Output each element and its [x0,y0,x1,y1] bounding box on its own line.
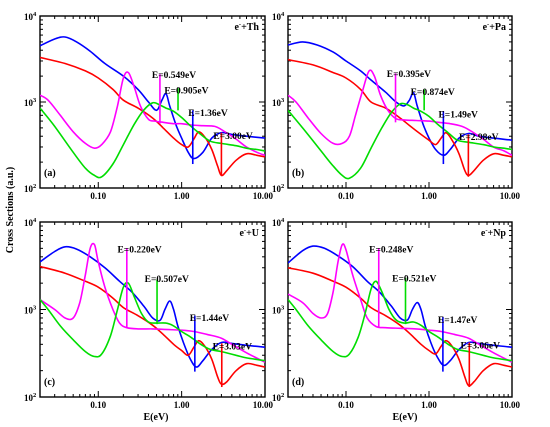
series-line-3 [40,71,265,157]
resonance-label: E=0.521eV [392,274,436,284]
y-tick-label: 102 [272,183,284,194]
x-tick-label: 10.00 [253,400,274,410]
series-group [40,36,265,179]
panel-label: (c) [44,377,55,388]
resonance-label: E=3.03eV [213,342,253,352]
x-tick-label: 1.00 [421,191,437,201]
x-tick-label: 1.00 [174,191,190,201]
resonance-label: E=1.36eV [188,109,228,119]
resonance-label: E=1.44eV [190,314,230,324]
y-axis-label: Cross Sections (a.u.) [5,167,16,253]
series-line-1 [288,41,512,157]
x-tick-label: 0.10 [338,191,354,201]
x-tick-label: 1.00 [421,400,437,410]
resonance-label: E=0.905eV [164,87,208,97]
series-line-2 [288,267,512,387]
y-tick-label: 104 [24,217,37,228]
resonance-label: E=1.47eV [438,316,478,326]
x-axis-label: E(eV) [144,412,169,423]
y-tick-label: 104 [272,11,285,22]
series-line-1 [40,36,265,160]
x-tick-label: 10.00 [253,191,274,201]
x-tick-label: 10.00 [500,191,521,201]
plot-frame [287,15,513,189]
panel-2: 0.10 1.00 10.00 102 103 104 E=0.395eV E=0.874eV… [272,11,521,201]
resonance-label: E=2.98eV [459,133,499,143]
panel-title: e-+Np [481,227,507,239]
series-line-1 [288,245,512,367]
series-line-2 [40,265,265,386]
panels: 0.10 1.00 10.00102103104E=0.549eVE=0.905eV… [24,11,521,410]
panel-label: (b) [292,168,304,179]
series-group [288,243,512,387]
resonance-label: E=1.49eV [438,111,478,121]
x-tick-label: 1.00 [174,400,190,410]
series-line-4 [40,281,265,362]
x-tick-label: 0.10 [90,400,106,410]
resonance-label: E=0.220eV [117,245,161,255]
resonance-label: E=0.549eV [152,71,196,81]
series-line-3 [288,69,512,157]
series-line-4 [288,280,512,362]
panel-3: 0.10 1.00 10.00 102 103 104 E=0.220eV E=0.507eV… [24,217,274,410]
panel-title: e-+Th [234,21,259,33]
plot-frame [39,15,266,189]
x-tick-label: 0.10 [338,400,354,410]
resonance-label: E=3.00eV [213,132,253,142]
panel-title: e-+Pa [483,21,506,33]
series-line-2 [40,56,265,177]
series-line-3 [288,243,512,363]
series-line-3 [40,242,265,363]
resonance-label: E=0.248eV [369,245,413,255]
y-tick-label: 103 [272,305,285,316]
resonance-label: E=0.507eV [145,275,189,285]
panel-label: (a) [44,168,56,179]
panel-label: (d) [292,377,304,388]
x-axis-label-right: E(eV) [393,412,418,423]
y-tick-label: 104 [24,11,37,22]
y-tick-label: 104 [272,217,285,228]
panel-title: e-+U [239,227,259,239]
y-tick-label: 103 [24,97,37,108]
series-group [288,41,512,180]
resonance-label: E=0.395eV [387,70,431,80]
series-line-2 [288,58,512,177]
y-tick-label: 102 [24,183,36,194]
x-tick-label: 0.10 [90,191,106,201]
panel-1: 0.10 1.00 10.00 102 103 104 E=0.549eV E=0.905eV… [24,11,274,201]
series-line-4 [288,102,512,180]
resonance-label: E=0.874eV [411,88,455,98]
y-tick-label: 102 [272,392,284,403]
x-tick-label: 10.00 [500,400,521,410]
y-tick-label: 102 [24,392,36,403]
series-group [40,242,265,386]
panel-4: 0.10 1.00 10.00 102 103 104 E=0.248eV E=0.521eV… [272,217,521,410]
y-tick-label: 103 [272,97,285,108]
resonance-label: E=3.06eV [461,341,501,351]
y-tick-label: 103 [24,305,37,316]
